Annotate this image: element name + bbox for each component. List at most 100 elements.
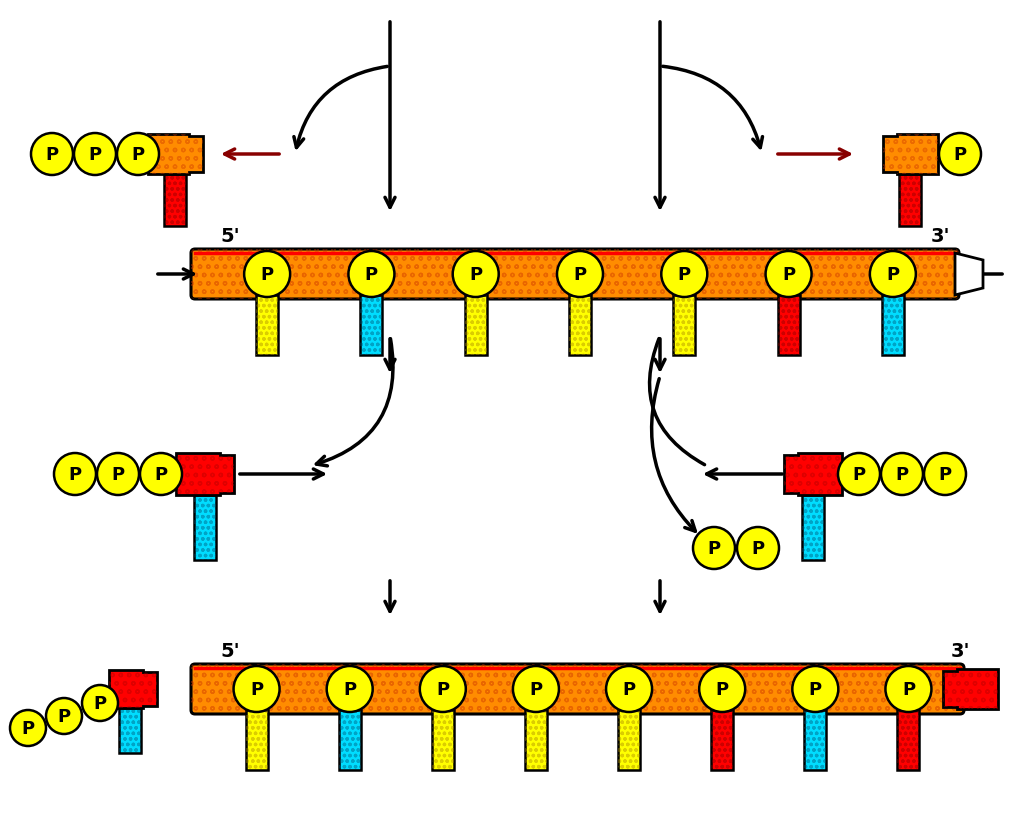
Text: P: P — [21, 719, 34, 737]
Bar — [882, 296, 904, 355]
Circle shape — [869, 252, 916, 298]
Bar — [465, 296, 486, 355]
Bar — [525, 710, 547, 770]
Bar — [618, 710, 640, 770]
Text: P: P — [573, 266, 586, 283]
Bar — [432, 710, 454, 770]
Bar — [339, 710, 361, 770]
Bar — [432, 710, 454, 770]
Circle shape — [793, 666, 838, 712]
Text: 5': 5' — [220, 641, 240, 660]
Text: 5': 5' — [220, 227, 240, 246]
Polygon shape — [942, 669, 998, 709]
Bar — [339, 710, 361, 770]
Circle shape — [82, 686, 118, 721]
Text: P: P — [677, 266, 691, 283]
Text: P: P — [365, 266, 378, 283]
FancyArrowPatch shape — [316, 339, 393, 466]
Bar — [246, 710, 268, 770]
Circle shape — [97, 453, 139, 496]
Circle shape — [45, 698, 82, 734]
Text: P: P — [469, 266, 482, 283]
Text: P: P — [783, 266, 795, 283]
Text: P: P — [437, 681, 449, 698]
Text: P: P — [852, 466, 865, 483]
Circle shape — [453, 252, 498, 298]
Circle shape — [700, 666, 745, 712]
FancyArrowPatch shape — [649, 339, 705, 465]
Circle shape — [765, 252, 812, 298]
Bar — [899, 175, 921, 227]
Circle shape — [117, 134, 159, 176]
Circle shape — [838, 453, 880, 496]
Bar — [256, 296, 278, 355]
Polygon shape — [955, 253, 983, 296]
Bar — [119, 708, 141, 753]
Text: P: P — [261, 266, 274, 283]
Bar — [164, 175, 186, 227]
Bar — [361, 296, 382, 355]
Bar — [246, 710, 268, 770]
Text: P: P — [343, 681, 356, 698]
Circle shape — [140, 453, 182, 496]
Circle shape — [244, 252, 290, 298]
FancyArrowPatch shape — [294, 68, 387, 148]
Text: P: P — [93, 694, 106, 712]
FancyArrowPatch shape — [652, 380, 696, 532]
Bar — [898, 710, 919, 770]
Bar — [525, 710, 547, 770]
Circle shape — [737, 528, 779, 569]
Polygon shape — [883, 135, 937, 175]
Text: P: P — [751, 539, 764, 558]
Bar — [711, 710, 733, 770]
FancyBboxPatch shape — [191, 665, 964, 714]
Bar — [194, 496, 216, 560]
Text: 3': 3' — [930, 227, 949, 246]
FancyArrowPatch shape — [663, 67, 762, 148]
Text: P: P — [708, 539, 721, 558]
Circle shape — [31, 134, 73, 176]
Bar — [777, 296, 800, 355]
Text: P: P — [88, 145, 101, 164]
Text: 3': 3' — [950, 641, 970, 660]
Bar — [465, 296, 486, 355]
Text: P: P — [953, 145, 967, 164]
Text: P: P — [938, 466, 951, 483]
Bar — [898, 710, 919, 770]
Bar — [256, 296, 278, 355]
Text: P: P — [887, 266, 900, 283]
Text: P: P — [896, 466, 909, 483]
Bar — [711, 710, 733, 770]
Bar — [164, 175, 186, 227]
Bar — [194, 496, 216, 560]
Polygon shape — [109, 670, 157, 708]
FancyBboxPatch shape — [191, 250, 959, 299]
Text: P: P — [530, 681, 543, 698]
Text: P: P — [716, 681, 729, 698]
Bar — [802, 496, 824, 560]
Bar — [805, 710, 826, 770]
Bar — [673, 296, 696, 355]
Bar — [119, 708, 141, 753]
Circle shape — [74, 134, 116, 176]
Polygon shape — [176, 453, 234, 496]
Circle shape — [606, 666, 652, 712]
Circle shape — [924, 453, 966, 496]
Text: P: P — [111, 466, 124, 483]
Bar — [805, 710, 826, 770]
Circle shape — [420, 666, 466, 712]
Circle shape — [881, 453, 923, 496]
Polygon shape — [784, 453, 842, 496]
Bar — [618, 710, 640, 770]
Text: P: P — [58, 707, 71, 725]
Bar — [569, 296, 591, 355]
Bar — [569, 296, 591, 355]
Circle shape — [693, 528, 735, 569]
Circle shape — [886, 666, 931, 712]
Circle shape — [327, 666, 373, 712]
Text: P: P — [902, 681, 915, 698]
Bar — [882, 296, 904, 355]
Text: P: P — [250, 681, 263, 698]
Bar — [802, 496, 824, 560]
Bar — [673, 296, 696, 355]
